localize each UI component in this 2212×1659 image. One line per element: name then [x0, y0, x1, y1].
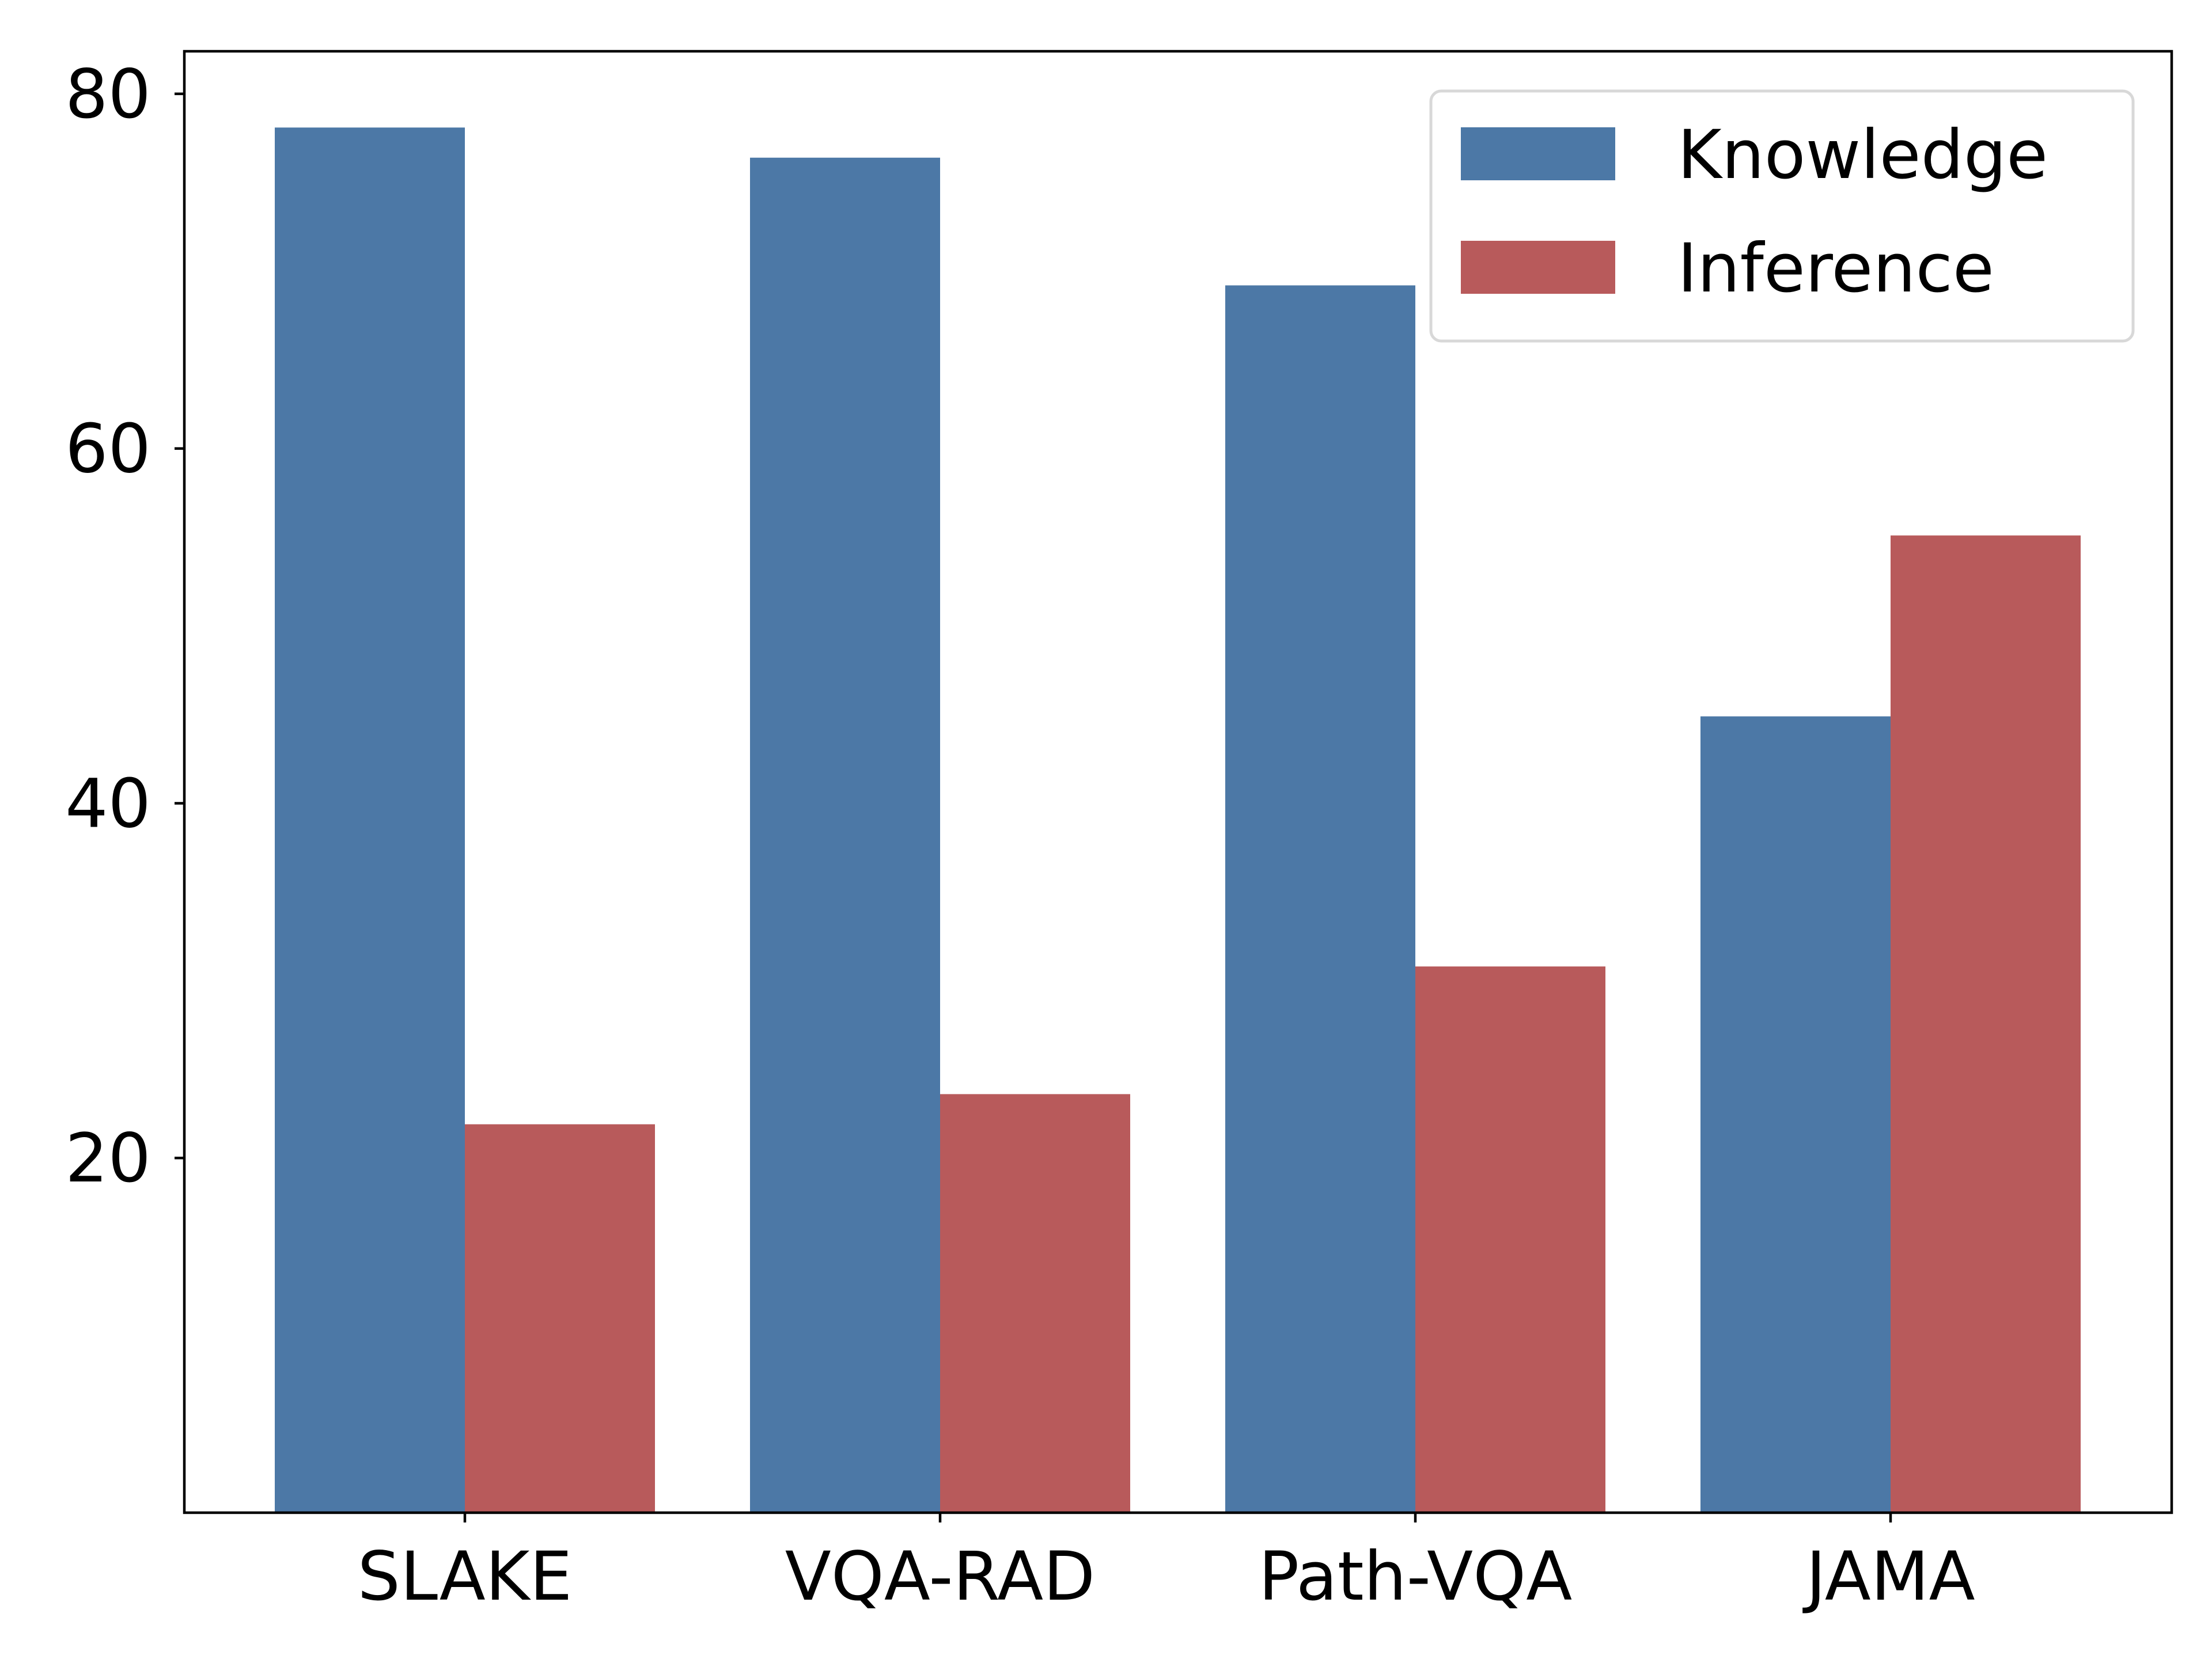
bar-inference-jama: [1891, 535, 2081, 1513]
legend-label-knowledge: Knowledge: [1677, 115, 2048, 194]
x-tick-label-path-vqa: Path-VQA: [1259, 1537, 1573, 1616]
x-axis: SLAKE VQA-RAD Path-VQA JAMA: [358, 1513, 1975, 1616]
bars-layer: [275, 127, 2081, 1513]
bar-knowledge-vqa-rad: [750, 157, 940, 1513]
bar-knowledge-path-vqa: [1225, 285, 1415, 1513]
y-tick-label-60: 60: [65, 410, 151, 488]
legend-swatch-inference: [1461, 241, 1615, 294]
bar-inference-slake: [465, 1124, 655, 1513]
bar-knowledge-slake: [275, 127, 465, 1513]
legend-swatch-knowledge: [1461, 127, 1615, 180]
y-tick-label-20: 20: [65, 1119, 151, 1198]
legend: Knowledge Inference: [1429, 89, 2135, 343]
bar-inference-vqa-rad: [940, 1094, 1130, 1513]
x-tick-label-jama: JAMA: [1802, 1537, 1975, 1616]
x-tick-label-vqa-rad: VQA-RAD: [785, 1537, 1096, 1616]
bar-inference-path-vqa: [1415, 966, 1605, 1513]
y-axis: 20 40 60 80: [65, 55, 184, 1198]
y-tick-label-80: 80: [65, 55, 151, 134]
plot-frame: [183, 50, 2173, 1514]
bar-knowledge-jama: [1700, 716, 1891, 1513]
x-tick-label-slake: SLAKE: [358, 1537, 573, 1616]
legend-label-inference: Inference: [1677, 229, 1994, 308]
y-tick-label-40: 40: [65, 764, 151, 843]
